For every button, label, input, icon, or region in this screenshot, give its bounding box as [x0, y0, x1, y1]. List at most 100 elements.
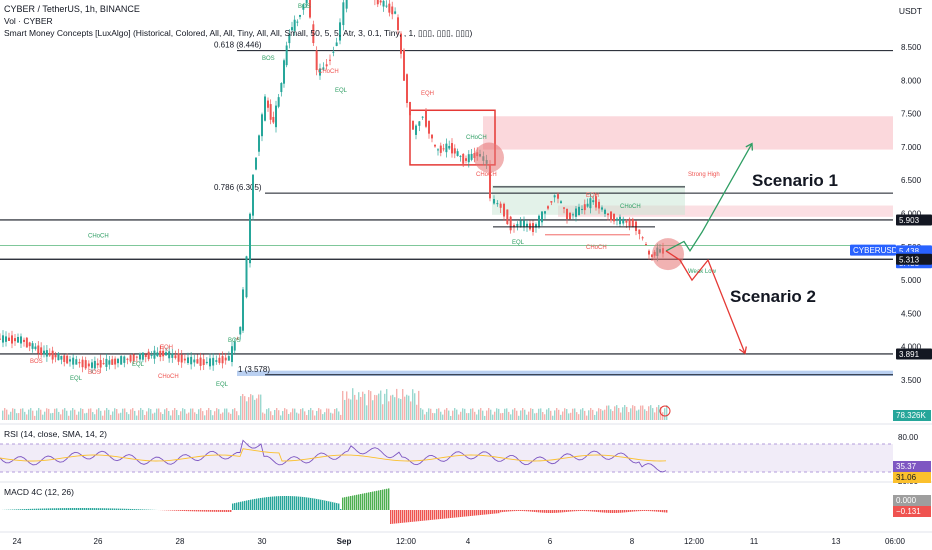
volume-bar — [520, 410, 522, 420]
volume-bar — [644, 409, 646, 420]
volume-bar — [180, 411, 182, 420]
volume-bar — [414, 393, 416, 420]
volume-bar — [428, 408, 430, 420]
macd-bar — [478, 510, 480, 516]
macd-bar — [46, 508, 48, 510]
volume-bar — [82, 408, 84, 420]
candle-body — [69, 359, 71, 362]
volume-bar — [614, 406, 616, 420]
volume-bar — [652, 408, 654, 420]
volume-bar — [4, 408, 6, 420]
x-tick-label: 24 — [13, 537, 22, 546]
macd-bar — [620, 510, 622, 513]
candle-body — [415, 125, 417, 135]
candle-body — [93, 360, 96, 369]
volume-bar — [366, 405, 368, 420]
macd-bar — [48, 508, 50, 510]
candle-body — [445, 143, 448, 153]
candle-body — [400, 33, 402, 54]
macd-bar — [130, 508, 132, 510]
macd-bar — [88, 508, 90, 510]
candle-body — [209, 358, 211, 367]
macd-bar — [498, 510, 500, 514]
candle-body — [249, 213, 251, 264]
macd-bar — [106, 508, 108, 510]
macd-bar — [18, 509, 20, 510]
smc-label: CHoCH — [88, 233, 109, 239]
candle-body — [578, 206, 580, 216]
macd-bar — [400, 510, 402, 523]
macd-bar — [568, 510, 570, 512]
volume-bar — [588, 410, 590, 420]
candle-body — [557, 194, 559, 199]
rsi-line — [0, 439, 667, 473]
candle-body — [622, 218, 625, 224]
volume-bar — [186, 413, 188, 420]
volume-bar — [220, 413, 222, 420]
candle-body — [242, 289, 244, 331]
candle-body — [601, 207, 603, 210]
macd-bar — [450, 510, 452, 518]
candle-body — [610, 211, 612, 221]
macd-bar — [280, 496, 282, 510]
macd-bar — [506, 510, 508, 512]
macd-bar — [206, 510, 208, 512]
macd-bar — [436, 510, 438, 520]
rsi-band — [0, 444, 893, 472]
macd-bar — [426, 510, 428, 521]
volume-bar — [334, 409, 336, 420]
volume-bar — [466, 413, 468, 420]
candle-body — [120, 356, 123, 365]
macd-bar — [440, 510, 442, 519]
macd-bar — [430, 510, 432, 520]
candle-body — [428, 121, 430, 134]
macd-bar — [202, 510, 204, 512]
symbol-title: CYBER / TetherUS, 1h, BINANCE — [4, 4, 140, 14]
volume-bar — [446, 408, 448, 420]
macd-bar — [356, 494, 358, 510]
candle-body — [105, 358, 108, 367]
volume-bar — [346, 391, 348, 420]
candle-body — [439, 145, 442, 153]
candle-body — [625, 221, 628, 223]
smc-label: CHoCH — [476, 172, 497, 178]
volume-bar — [384, 393, 386, 420]
volume-bar — [78, 411, 80, 420]
y-tick-label: 7.000 — [901, 143, 922, 152]
volume-bar — [306, 415, 308, 420]
candle-body — [595, 196, 597, 208]
volume-bar — [426, 411, 428, 420]
volume-bar — [610, 409, 612, 420]
volume-bar — [2, 410, 4, 420]
macd-bar — [236, 502, 238, 510]
macd-bar — [552, 510, 554, 513]
macd-bar — [534, 510, 536, 512]
volume-bar — [14, 408, 16, 420]
candle-body — [123, 356, 126, 363]
volume-bar — [650, 405, 652, 420]
macd-bar — [332, 502, 334, 510]
macd-bar — [642, 510, 644, 512]
candle-body — [467, 154, 470, 163]
macd-bar — [72, 508, 74, 510]
macd-bar — [254, 498, 256, 510]
macd-bar — [82, 508, 84, 510]
volume-bar — [406, 394, 408, 420]
macd-bar — [378, 490, 380, 510]
macd-bar — [334, 502, 336, 510]
candle-body — [409, 101, 411, 116]
volume-bar — [638, 409, 640, 420]
macd-bar — [608, 510, 610, 513]
candle-body — [575, 208, 577, 217]
candle-body — [111, 359, 114, 365]
candle-body — [586, 203, 589, 207]
candle-body — [258, 135, 260, 152]
volume-bar — [256, 398, 258, 420]
candle-body — [54, 354, 57, 358]
rsi-ma-tag — [893, 472, 931, 483]
volume-bar — [654, 412, 656, 420]
macd-bar — [508, 510, 510, 512]
candle-body — [598, 201, 600, 209]
macd-bar — [326, 500, 328, 510]
